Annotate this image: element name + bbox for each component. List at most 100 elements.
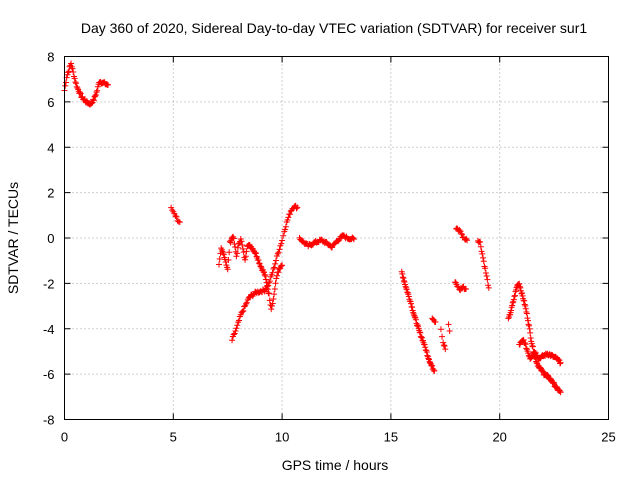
data-point: [410, 309, 417, 316]
data-point: [482, 265, 489, 272]
data-point: [73, 80, 80, 87]
data-point: [522, 305, 529, 312]
data-point: [271, 264, 278, 271]
data-point: [265, 282, 272, 289]
data-point: [402, 283, 409, 290]
data-point: [77, 89, 84, 96]
data-points: [61, 60, 564, 396]
data-point: [478, 248, 485, 255]
data-point: [242, 300, 249, 307]
data-point: [445, 321, 452, 328]
data-point: [423, 349, 430, 356]
data-point: [255, 257, 262, 264]
data-point: [464, 237, 471, 244]
data-point: [516, 280, 523, 287]
data-point: [216, 255, 223, 262]
y-tick-label: -8: [43, 413, 55, 428]
data-point: [417, 329, 424, 336]
data-point: [422, 344, 429, 351]
data-point: [274, 250, 281, 257]
data-point: [94, 87, 101, 94]
data-point: [62, 82, 69, 89]
data-point: [270, 295, 277, 302]
data-point: [403, 286, 410, 293]
y-tick-label: -2: [43, 276, 55, 291]
y-tick-label: 6: [47, 95, 54, 110]
data-point: [68, 60, 75, 67]
data-point: [176, 219, 183, 226]
data-point: [529, 343, 536, 350]
data-point: [220, 251, 227, 258]
data-point: [350, 236, 357, 243]
y-tick-label: 8: [47, 50, 54, 65]
data-point: [275, 269, 282, 276]
data-point: [276, 246, 283, 253]
data-point: [252, 250, 259, 257]
data-point: [239, 245, 246, 252]
data-point: [271, 286, 278, 293]
x-tick-label: 25: [601, 430, 615, 445]
data-point: [440, 342, 447, 349]
data-point: [293, 205, 300, 212]
data-point: [517, 284, 524, 291]
data-point: [256, 260, 263, 267]
data-point: [510, 296, 517, 303]
data-point: [261, 271, 268, 278]
data-point: [516, 283, 523, 290]
data-point: [224, 266, 231, 273]
data-point: [439, 333, 446, 340]
data-point: [93, 89, 100, 96]
data-point: [523, 309, 530, 316]
data-point: [234, 322, 241, 329]
data-point: [424, 352, 431, 359]
axis-ticks: [64, 56, 609, 420]
data-point: [335, 237, 342, 244]
data-point: [272, 280, 279, 287]
data-point: [262, 286, 269, 293]
data-point: [505, 315, 512, 322]
data-point: [92, 91, 99, 98]
data-point: [62, 79, 69, 86]
data-point: [520, 336, 527, 343]
data-point: [525, 321, 532, 328]
data-point: [557, 360, 564, 367]
data-point: [266, 290, 273, 297]
data-point: [521, 297, 528, 304]
data-point: [236, 317, 243, 324]
x-tick-label: 10: [275, 430, 289, 445]
data-point: [526, 325, 533, 332]
data-point: [414, 321, 421, 328]
data-point: [240, 307, 247, 314]
data-point: [440, 339, 447, 346]
data-point: [268, 306, 275, 313]
data-point: [88, 100, 95, 107]
data-point: [238, 238, 245, 245]
data-point: [524, 317, 531, 324]
data-point: [71, 75, 78, 82]
data-point: [411, 313, 418, 320]
data-point: [521, 301, 528, 308]
data-point: [557, 387, 564, 394]
data-point: [482, 269, 489, 276]
data-point: [418, 334, 425, 341]
data-point: [269, 269, 276, 276]
data-point: [523, 345, 530, 352]
data-point: [557, 389, 564, 396]
data-point: [418, 334, 425, 341]
data-point: [526, 322, 533, 329]
data-point: [529, 342, 536, 349]
data-point: [511, 293, 518, 300]
data-point: [265, 289, 272, 296]
data-point: [483, 273, 490, 280]
data-point: [65, 68, 72, 75]
data-point: [232, 243, 239, 250]
chart-title: Day 360 of 2020, Sidereal Day-to-day VTE…: [81, 20, 587, 36]
data-point: [446, 328, 453, 335]
data-point: [408, 300, 415, 307]
x-tick-label: 5: [170, 430, 177, 445]
data-point: [400, 277, 407, 284]
data-point: [480, 258, 487, 265]
data-point: [432, 318, 439, 325]
data-point: [519, 292, 526, 299]
data-point: [232, 328, 239, 335]
